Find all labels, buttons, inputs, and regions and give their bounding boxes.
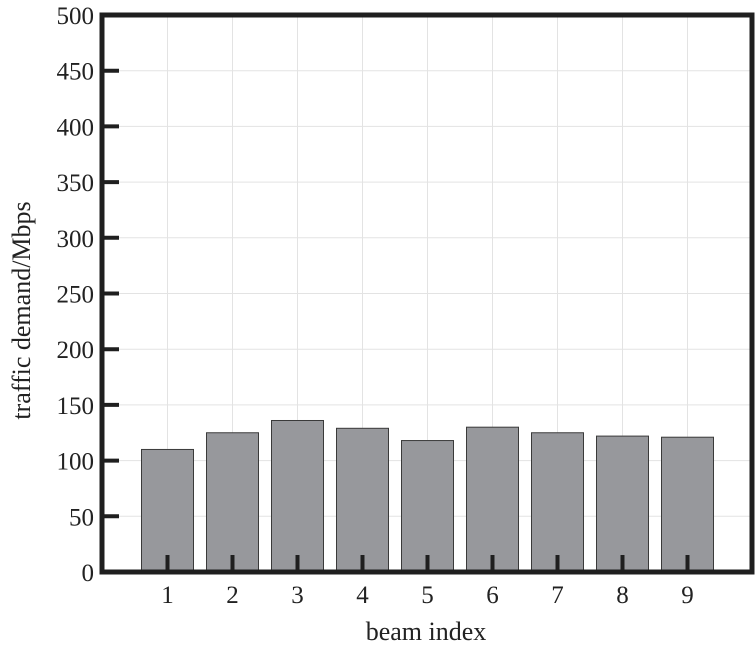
bar-beam-6 — [466, 426, 519, 573]
y-tick-label: 400 — [57, 114, 95, 141]
x-tick-label: 1 — [161, 582, 174, 609]
x-tick-label: 4 — [356, 582, 369, 609]
bar-beam-3 — [271, 419, 324, 573]
x-tick-label: 7 — [551, 582, 564, 609]
y-tick-label: 350 — [57, 170, 95, 197]
y-tick-label: 250 — [57, 282, 95, 309]
y-tick-label: 300 — [57, 226, 95, 253]
x-tick-label: 5 — [421, 582, 434, 609]
bar-beam-5 — [401, 440, 454, 573]
y-tick-label: 200 — [57, 337, 95, 364]
bar-beam-1 — [141, 448, 194, 573]
bar-beam-4 — [336, 427, 389, 573]
bar-beam-7 — [531, 432, 584, 573]
bar-series — [141, 419, 714, 573]
y-tick-label: 500 — [57, 3, 95, 30]
x-tick-label: 8 — [616, 582, 629, 609]
y-axis-tick-labels: 0 50 100 150 200 250 300 350 400 450 500 — [57, 3, 95, 587]
bar-beam-9 — [661, 436, 714, 573]
x-axis-tick-labels: 1 2 3 4 5 6 7 8 9 — [161, 582, 694, 609]
x-tick-label: 9 — [681, 582, 694, 609]
x-axis-label: beam index — [366, 617, 487, 646]
y-tick-label: 150 — [57, 393, 95, 420]
y-tick-label: 0 — [82, 560, 95, 587]
tick-marks — [102, 13, 690, 574]
y-tick-label: 100 — [57, 449, 95, 476]
bar-beam-8 — [596, 435, 649, 573]
y-tick-label: 50 — [69, 504, 94, 531]
x-tick-label: 2 — [226, 582, 239, 609]
x-tick-label: 6 — [486, 582, 499, 609]
x-tick-label: 3 — [291, 582, 304, 609]
y-axis-label: traffic demand/Mbps — [7, 201, 36, 419]
bar-beam-2 — [206, 432, 259, 573]
y-tick-label: 450 — [57, 59, 95, 86]
